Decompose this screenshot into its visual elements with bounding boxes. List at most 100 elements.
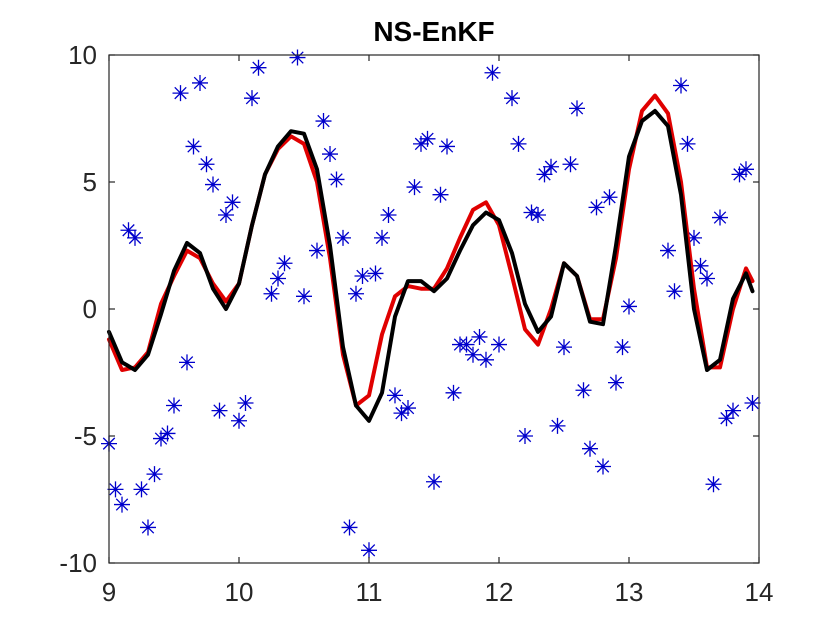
observation-point: [673, 77, 689, 94]
observation-point: [107, 481, 124, 498]
observation-point: [361, 542, 377, 559]
observation-point: [354, 267, 371, 284]
observation-point: [231, 412, 247, 429]
x-tick-label: 14: [745, 577, 774, 607]
observation-point: [224, 194, 241, 211]
observation-point: [523, 204, 540, 221]
observation-point: [718, 410, 735, 427]
x-tick-label: 10: [225, 577, 254, 607]
observation-point: [549, 417, 566, 434]
observation-point: [731, 166, 748, 183]
observation-point: [413, 135, 429, 152]
observation-point: [705, 476, 722, 493]
x-tick-label: 11: [356, 577, 383, 607]
observation-point: [575, 382, 592, 399]
observation-point: [218, 207, 234, 224]
observation-point: [471, 328, 488, 345]
observation-point: [120, 222, 137, 239]
observation-point: [744, 394, 761, 411]
observation-point: [445, 384, 462, 401]
observation-point: [556, 339, 572, 356]
observation-point: [699, 270, 715, 287]
x-tick-label: 12: [485, 577, 514, 607]
observation-point: [237, 394, 254, 411]
observation-point: [582, 440, 598, 457]
observation-point: [588, 199, 605, 216]
y-tick-label: -10: [59, 548, 97, 578]
observation-point: [504, 90, 520, 107]
observation-point: [738, 161, 754, 178]
observation-point: [146, 466, 163, 483]
observation-point: [465, 346, 481, 363]
observation-point: [276, 255, 293, 272]
observation-point: [153, 430, 169, 447]
observation-point: [400, 400, 416, 417]
observation-point: [205, 176, 221, 193]
observation-point: [328, 171, 345, 188]
observation-point: [211, 402, 228, 419]
observation-point: [133, 481, 150, 498]
observation-point: [608, 374, 624, 391]
observation-point: [270, 270, 286, 287]
observation-point: [491, 336, 507, 353]
observation-point: [419, 130, 436, 147]
observation-point: [315, 113, 332, 130]
observation-point: [374, 229, 390, 246]
observation-point: [159, 425, 176, 442]
observation-point: [263, 285, 280, 302]
y-tick-label: 10: [68, 40, 97, 70]
observation-point: [367, 265, 384, 282]
observation-point: [166, 397, 182, 414]
observation-point: [614, 339, 631, 356]
observation-point: [712, 209, 728, 226]
observation-point: [114, 496, 130, 513]
observation-point: [536, 166, 553, 183]
observation-point: [406, 179, 423, 196]
observation-point: [198, 156, 215, 173]
y-tick-label: 0: [83, 294, 97, 324]
observation-point: [341, 519, 358, 536]
observation-point: [380, 207, 397, 224]
series-layer: [101, 49, 761, 559]
observation-point: [692, 257, 709, 274]
observation-point: [348, 285, 364, 302]
x-tick-label: 9: [102, 577, 116, 607]
observation-point: [322, 146, 338, 163]
observation-point: [660, 242, 676, 259]
observation-point: [289, 49, 306, 66]
chart-title: NS-EnKF: [373, 16, 494, 47]
observation-point: [530, 207, 546, 224]
observation-point: [432, 186, 449, 203]
observation-point: [393, 405, 410, 422]
observation-point: [172, 85, 189, 102]
observation-point: [387, 387, 403, 404]
observation-point: [569, 100, 585, 117]
observation-point: [478, 351, 494, 368]
observation-point: [601, 189, 618, 206]
observation-point: [458, 336, 475, 353]
observation-point: [244, 90, 260, 107]
y-tick-label: -5: [74, 421, 97, 451]
observation-point: [250, 59, 267, 76]
observation-point: [543, 158, 559, 175]
observation-point: [679, 135, 696, 152]
tick-layer: 9 10 11 12 13 14 -10 -5 0 5 10: [59, 40, 773, 607]
observation-point: [426, 473, 442, 490]
observation-point: [439, 138, 455, 155]
observation-point: [725, 402, 741, 419]
observation-point: [179, 354, 195, 371]
observation-point: [335, 229, 351, 246]
observation-point: [510, 135, 527, 152]
observation-point: [666, 283, 683, 300]
observation-point: [309, 242, 325, 259]
observation-point: [296, 288, 312, 305]
black-series-line: [107, 108, 755, 423]
y-tick-label: 5: [83, 167, 97, 197]
x-tick-label: 13: [615, 577, 644, 607]
observation-point: [621, 298, 637, 315]
observation-point: [484, 64, 501, 81]
observation-point: [185, 138, 202, 155]
observation-point: [140, 519, 156, 536]
observation-point: [686, 229, 702, 246]
